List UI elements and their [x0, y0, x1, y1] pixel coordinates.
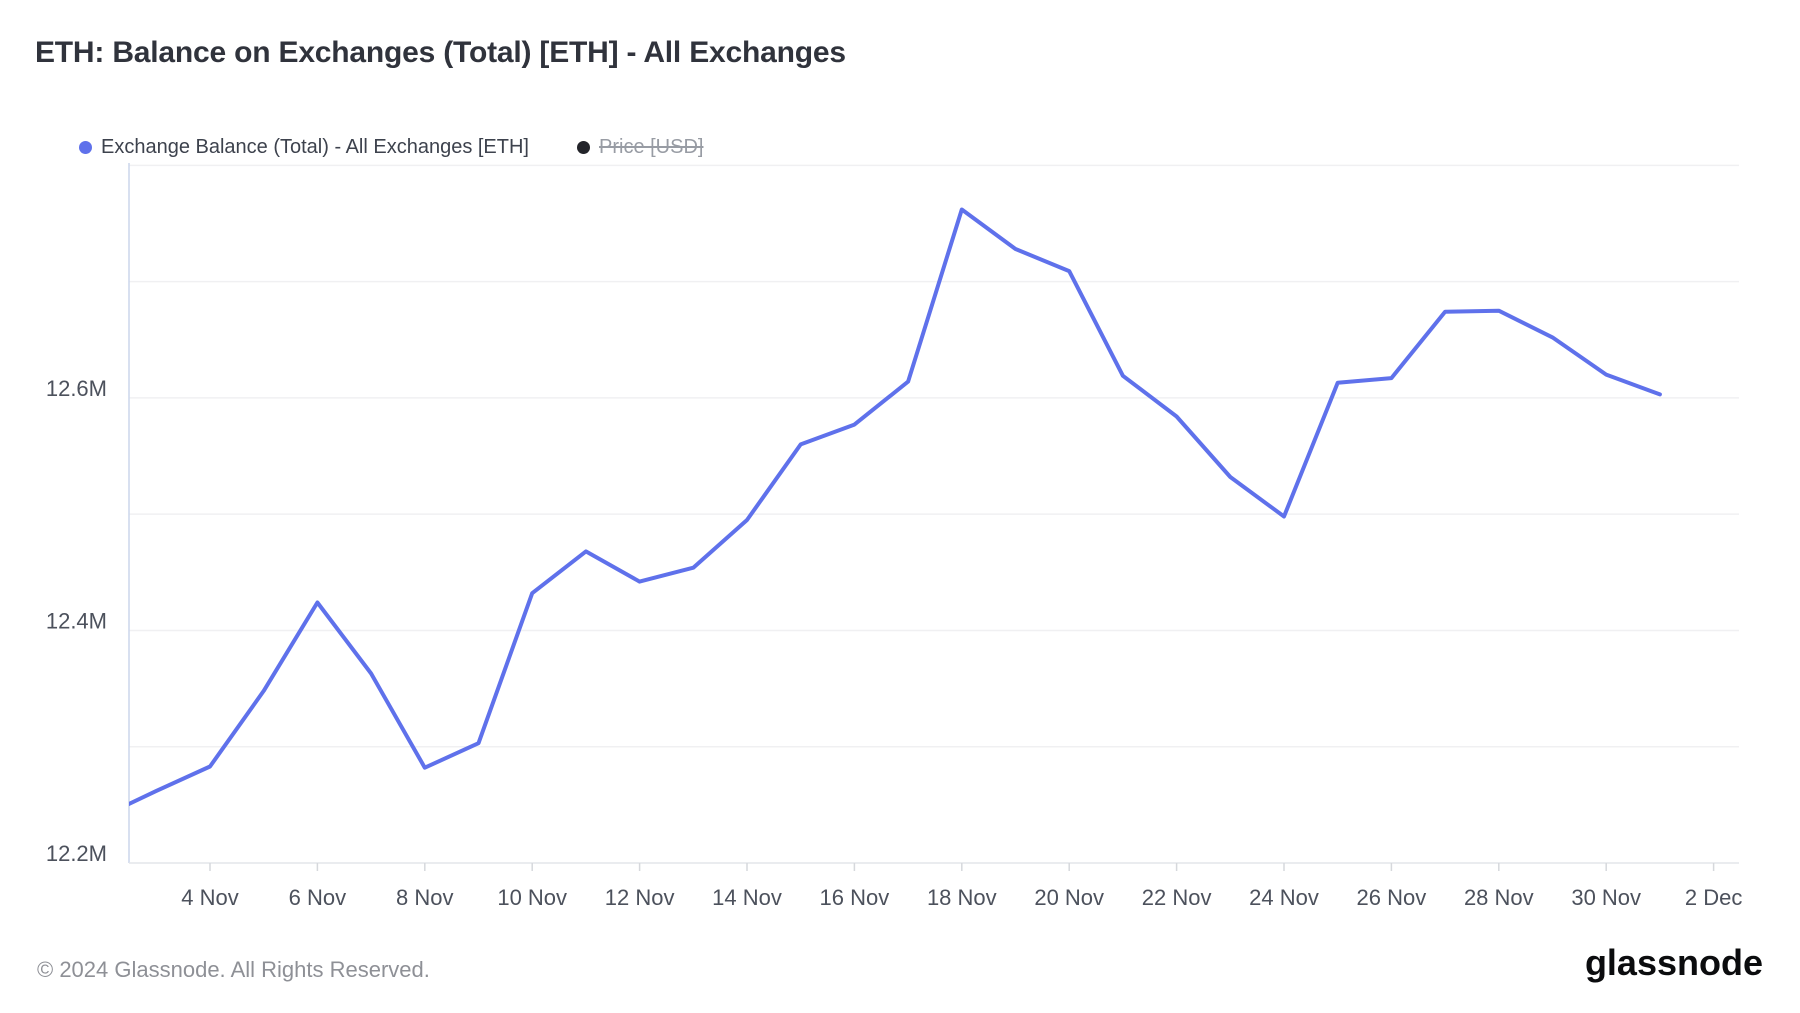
y-axis-label: 12.6M	[46, 376, 107, 401]
legend-dot-icon	[79, 141, 92, 154]
x-axis-label: 14 Nov	[712, 885, 782, 910]
x-axis-label: 10 Nov	[497, 885, 567, 910]
x-axis-label: 16 Nov	[820, 885, 890, 910]
x-axis-label: 18 Nov	[927, 885, 997, 910]
chart-title: ETH: Balance on Exchanges (Total) [ETH] …	[35, 36, 846, 69]
glassnode-logo: glassnode	[1584, 942, 1763, 983]
copyright-text: © 2024 Glassnode. All Rights Reserved.	[37, 957, 430, 982]
x-axis-label: 6 Nov	[289, 885, 346, 910]
x-axis-label: 30 Nov	[1571, 885, 1641, 910]
x-axis-label: 4 Nov	[181, 885, 238, 910]
chart-plot-area[interactable]	[129, 163, 1739, 863]
y-axis-label: 12.2M	[46, 841, 107, 866]
x-axis-label: 8 Nov	[396, 885, 453, 910]
legend-item-price-usd[interactable]: Price [USD]	[577, 136, 703, 159]
x-axis-label: 28 Nov	[1464, 885, 1534, 910]
legend-item-label: Price [USD]	[599, 136, 704, 158]
y-axis-label: 12.4M	[46, 608, 107, 633]
x-axis-label: 24 Nov	[1249, 885, 1319, 910]
x-axis-label: 2 Dec	[1685, 885, 1742, 910]
x-axis-label: 22 Nov	[1142, 885, 1212, 910]
x-axis-label: 26 Nov	[1357, 885, 1427, 910]
x-axis-label: 12 Nov	[605, 885, 675, 910]
x-axis-label: 20 Nov	[1034, 885, 1104, 910]
legend-dot-icon	[577, 141, 590, 154]
exchange-balance-line[interactable]	[103, 207, 1662, 817]
chart-legend: Exchange Balance (Total) - All Exchanges…	[79, 136, 703, 159]
legend-item-exchange-balance[interactable]: Exchange Balance (Total) - All Exchanges…	[79, 136, 529, 159]
series-group	[103, 207, 1662, 817]
legend-item-label: Exchange Balance (Total) - All Exchanges…	[101, 136, 529, 158]
